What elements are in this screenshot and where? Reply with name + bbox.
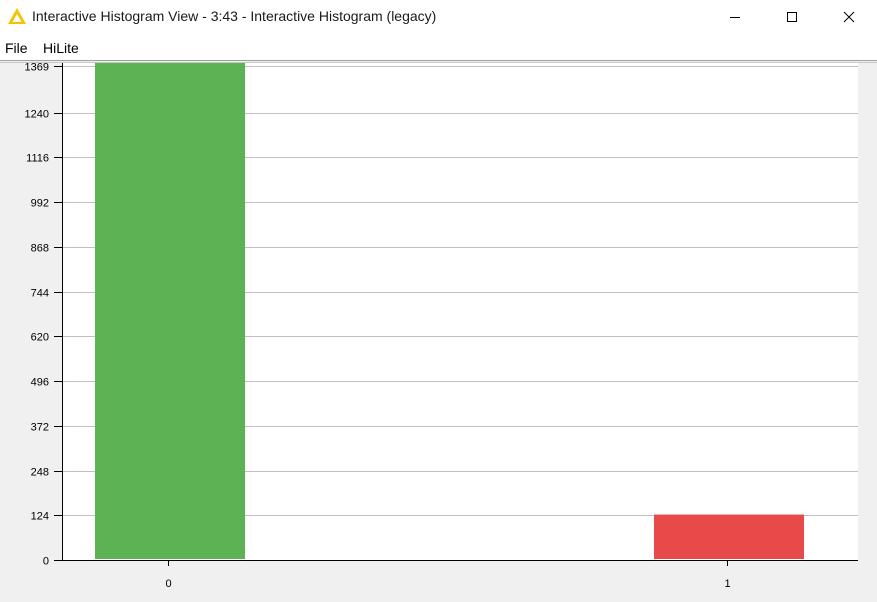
minimize-button[interactable] bbox=[707, 0, 763, 33]
knime-triangle-icon bbox=[8, 8, 26, 24]
x-tick-label: 0 bbox=[165, 578, 171, 590]
menu-bar: File HiLite bbox=[0, 33, 877, 61]
y-tick-label: 248 bbox=[31, 467, 49, 479]
menu-separator-shadow bbox=[0, 62, 877, 63]
title-bar[interactable]: Interactive Histogram View - 3:43 - Inte… bbox=[0, 0, 877, 33]
y-tick-label: 744 bbox=[31, 288, 49, 300]
y-tick-label: 1240 bbox=[25, 109, 49, 121]
y-tick-label: 372 bbox=[31, 422, 49, 434]
histogram-chart[interactable]: 0 124 248 372 496 620 744 868 992 1116 1240 1369 0 1 bbox=[0, 62, 877, 597]
x-tick-label: 1 bbox=[724, 578, 730, 590]
histogram-plot-area[interactable]: 0 124 248 372 496 620 744 868 992 1116 1240 1369 0 1 bbox=[0, 62, 877, 597]
menu-separator bbox=[0, 60, 877, 61]
y-tick-label: 1116 bbox=[26, 153, 49, 165]
menu-file[interactable]: File bbox=[5, 40, 28, 56]
close-button[interactable] bbox=[821, 0, 877, 33]
window-title: Interactive Histogram View - 3:43 - Inte… bbox=[32, 8, 437, 24]
y-tick-label: 1369 bbox=[25, 63, 49, 74]
y-tick-label: 868 bbox=[31, 243, 49, 255]
maximize-button[interactable] bbox=[764, 0, 820, 33]
y-tick-label: 124 bbox=[31, 511, 49, 523]
histogram-bar-1[interactable] bbox=[654, 514, 804, 559]
minimize-icon bbox=[730, 16, 740, 18]
y-tick-label: 496 bbox=[31, 377, 49, 389]
y-tick-label: 620 bbox=[31, 332, 49, 344]
histogram-bar-0[interactable] bbox=[95, 63, 245, 559]
menu-hilite[interactable]: HiLite bbox=[43, 40, 79, 56]
maximize-icon bbox=[787, 11, 797, 22]
close-icon bbox=[843, 11, 855, 22]
y-tick-label: 992 bbox=[31, 198, 49, 210]
y-tick-label: 0 bbox=[43, 556, 49, 568]
